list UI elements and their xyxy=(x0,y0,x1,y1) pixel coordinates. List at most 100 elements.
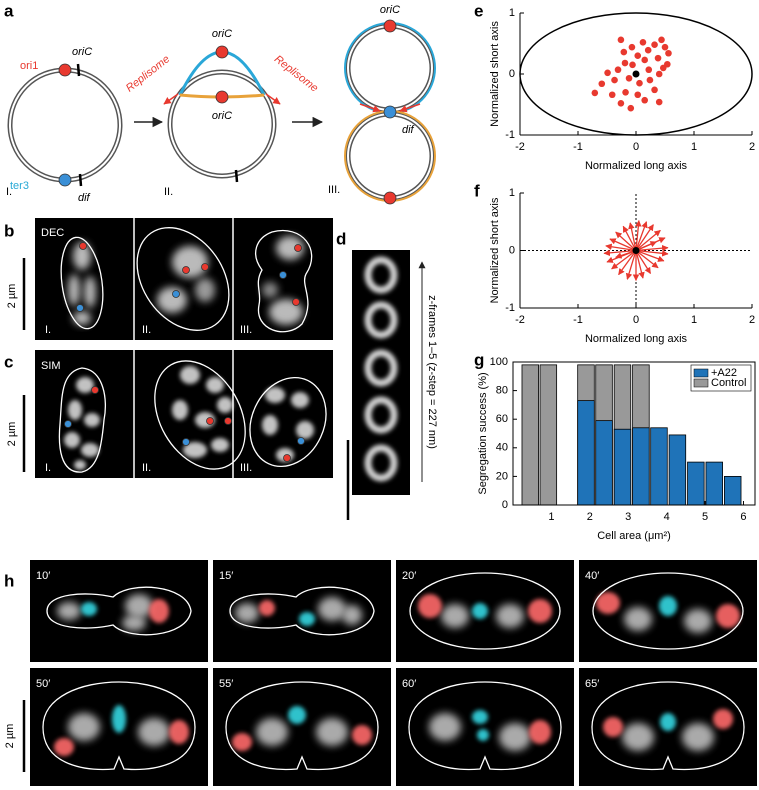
bar xyxy=(668,434,687,506)
signal xyxy=(660,713,676,731)
method-label: DEC xyxy=(41,227,64,239)
strand xyxy=(344,110,436,202)
locus xyxy=(383,105,397,119)
signal xyxy=(73,311,91,325)
x-tick-label: 2 xyxy=(587,511,593,523)
locus xyxy=(292,298,300,306)
locus xyxy=(64,420,72,428)
panel-label: h xyxy=(4,571,14,590)
y-tick-label: 0 xyxy=(509,68,515,80)
arrow xyxy=(635,229,661,252)
label: III. xyxy=(240,324,252,336)
signal xyxy=(122,615,146,631)
cell-outline xyxy=(58,367,107,473)
locus xyxy=(279,271,287,279)
cell-outline xyxy=(592,572,744,650)
arrow xyxy=(635,244,669,252)
point xyxy=(617,36,625,44)
cell-outline xyxy=(591,681,745,771)
locus xyxy=(215,90,229,104)
frame xyxy=(512,361,756,506)
signal xyxy=(622,723,654,751)
panel-label: a xyxy=(4,1,14,20)
bar xyxy=(650,427,668,506)
arrow xyxy=(609,238,637,252)
signal xyxy=(342,605,362,625)
x-tick-label: 2 xyxy=(749,314,755,326)
arrow xyxy=(635,249,659,269)
signal xyxy=(624,607,652,631)
signal xyxy=(84,413,100,427)
cell-outline xyxy=(225,681,379,771)
signal xyxy=(276,236,304,260)
label: oriC xyxy=(212,110,232,122)
y-axis-label: Normalized short axis xyxy=(489,21,501,127)
y-axis-label: Normalized short axis xyxy=(489,197,501,303)
signal xyxy=(291,392,309,408)
label: I. xyxy=(6,186,12,198)
scale-label: 2 µm xyxy=(4,724,16,749)
label: I. xyxy=(45,324,51,336)
chromosome-inner xyxy=(9,69,121,181)
signal xyxy=(472,710,488,724)
signal xyxy=(74,460,86,470)
arrow xyxy=(635,221,648,251)
bar xyxy=(724,475,742,506)
y-tick-label: 60 xyxy=(496,413,508,425)
arrow xyxy=(635,224,654,251)
signal xyxy=(496,604,524,628)
bar xyxy=(521,364,539,506)
arrow xyxy=(603,249,637,257)
panel-label: d xyxy=(336,229,346,248)
signal xyxy=(256,718,288,746)
panel-label: g xyxy=(474,350,484,369)
cell-outline xyxy=(154,360,246,470)
origin xyxy=(632,247,640,254)
point xyxy=(661,43,669,51)
x-tick-label: -1 xyxy=(573,314,583,326)
locus xyxy=(58,173,72,187)
chromosome-inner xyxy=(347,25,433,111)
point xyxy=(664,60,671,68)
point xyxy=(604,69,611,77)
x-tick-label: 4 xyxy=(664,511,670,523)
y-tick-label: 20 xyxy=(496,470,508,482)
point xyxy=(655,98,663,106)
label: II. xyxy=(142,324,151,336)
label: ter3 xyxy=(10,180,29,192)
cell-outline xyxy=(42,681,196,771)
panel-label: f xyxy=(474,181,480,200)
bar xyxy=(705,461,723,506)
locus xyxy=(283,454,291,462)
z-frame-signal xyxy=(364,301,398,339)
point xyxy=(651,86,658,94)
time-label: 10′ xyxy=(36,570,50,582)
y-tick-label: 80 xyxy=(496,385,508,397)
signal xyxy=(265,387,285,403)
arrow xyxy=(605,243,637,252)
point xyxy=(622,89,629,96)
bar xyxy=(539,364,558,506)
legend-label: Control xyxy=(711,377,746,389)
point xyxy=(614,66,622,74)
z-frame-signal xyxy=(364,396,398,434)
signal xyxy=(169,720,189,744)
panel-label: b xyxy=(4,221,14,240)
label: Replisome xyxy=(124,53,172,94)
x-tick-label: 0 xyxy=(633,314,639,326)
cell-outline xyxy=(408,681,562,771)
x-tick-label: 1 xyxy=(548,511,554,523)
label: ori1 xyxy=(20,60,38,72)
locus xyxy=(383,191,397,205)
point xyxy=(641,96,648,104)
arrow xyxy=(635,250,652,275)
arrow xyxy=(635,241,657,252)
replisome-arrow xyxy=(399,103,421,113)
bar xyxy=(632,427,650,506)
signal xyxy=(262,282,278,298)
time-label: 40′ xyxy=(585,570,599,582)
point xyxy=(627,104,635,112)
point xyxy=(621,59,629,67)
time-label: 60′ xyxy=(402,678,416,690)
signal xyxy=(81,602,97,616)
